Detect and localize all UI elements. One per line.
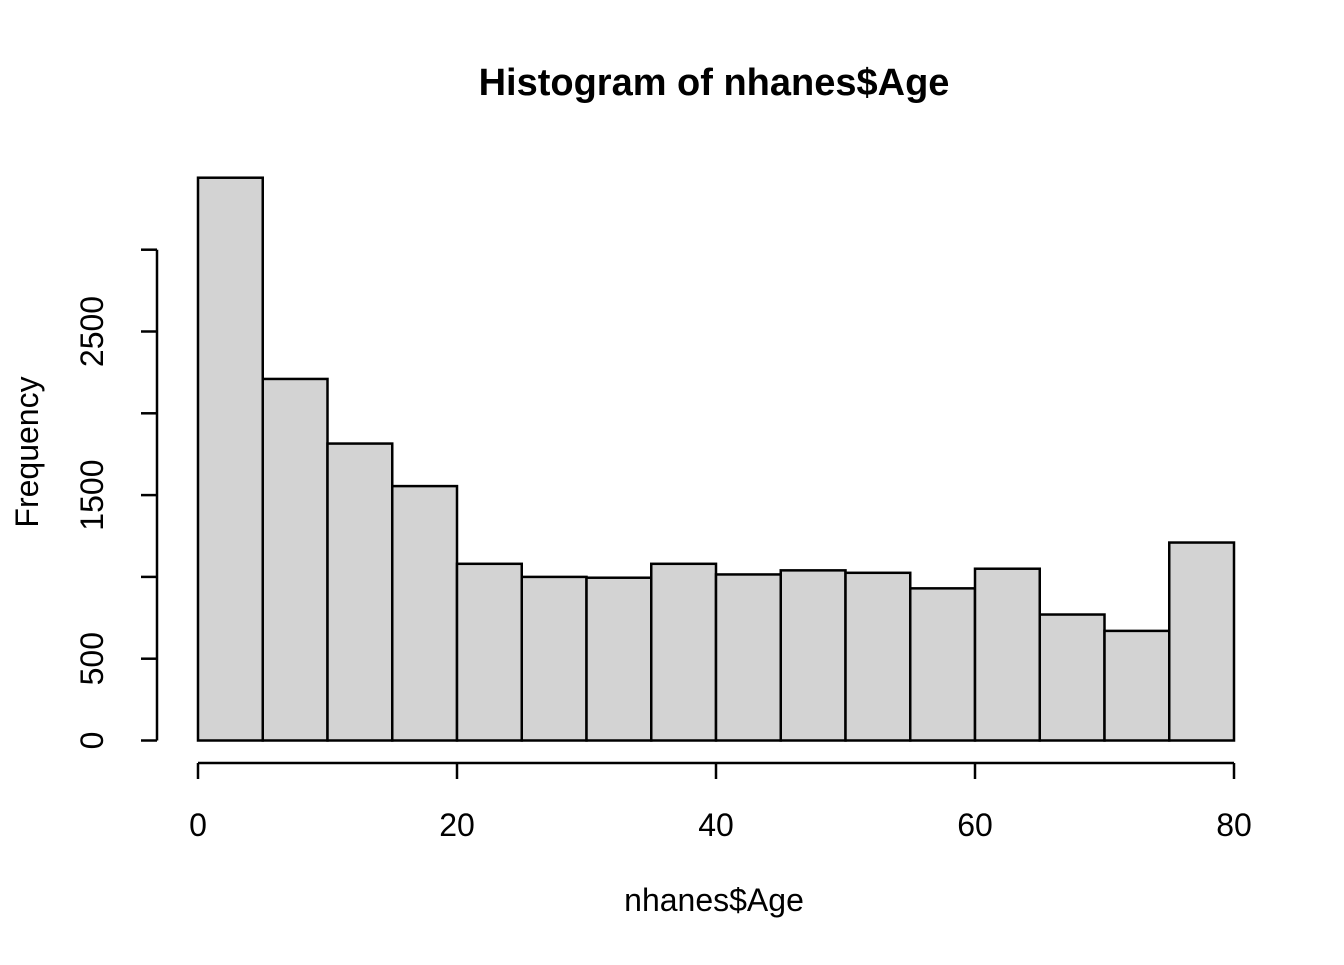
histogram-bar [261, 377, 329, 742]
histogram-bar [326, 442, 394, 742]
y-tick-label: 1500 [74, 460, 110, 531]
histogram-bar [650, 562, 718, 742]
histogram-bar [520, 575, 588, 742]
x-tick-label: 20 [439, 807, 475, 843]
axes-layer: 0 500 1500 2500 0 20 40 60 80 [74, 248, 1252, 843]
x-tick-label: 40 [698, 807, 734, 843]
x-tick-label: 80 [1216, 807, 1252, 843]
bars-layer [196, 176, 1236, 742]
histogram-bar [585, 576, 653, 742]
histogram-bar [196, 176, 264, 742]
histogram-bar [1103, 629, 1171, 742]
y-tick-label: 0 [74, 732, 110, 750]
histogram-bar [779, 569, 847, 742]
y-axis-title: Frequency [9, 376, 45, 527]
histogram-bar [1038, 613, 1106, 742]
chart-title: Histogram of nhanes$Age [479, 62, 950, 104]
y-tick-label: 2500 [74, 296, 110, 367]
x-tick-label: 60 [957, 807, 993, 843]
histogram-bar [1168, 541, 1236, 742]
histogram-bar [714, 573, 782, 742]
histogram-bar [973, 567, 1041, 742]
histogram-bar [909, 587, 977, 742]
x-axis-title: nhanes$Age [624, 882, 804, 918]
histogram-bar [455, 562, 523, 742]
x-tick-label: 0 [189, 807, 207, 843]
histogram-bar [844, 571, 912, 742]
y-tick-label: 500 [74, 632, 110, 685]
histogram-bar [391, 484, 459, 742]
